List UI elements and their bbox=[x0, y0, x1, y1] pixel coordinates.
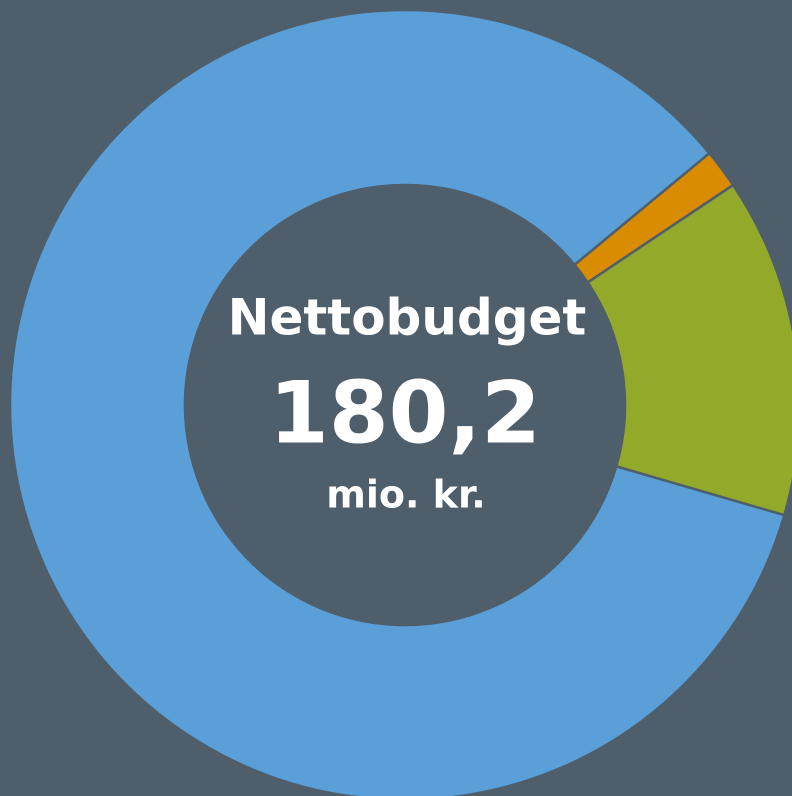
center-unit: mio. kr. bbox=[326, 473, 485, 517]
donut-slice bbox=[585, 183, 792, 517]
center-title: Nettobudget bbox=[228, 289, 587, 347]
center-value: 180,2 bbox=[269, 363, 541, 463]
slices bbox=[8, 8, 792, 796]
donut-slice bbox=[8, 8, 786, 796]
